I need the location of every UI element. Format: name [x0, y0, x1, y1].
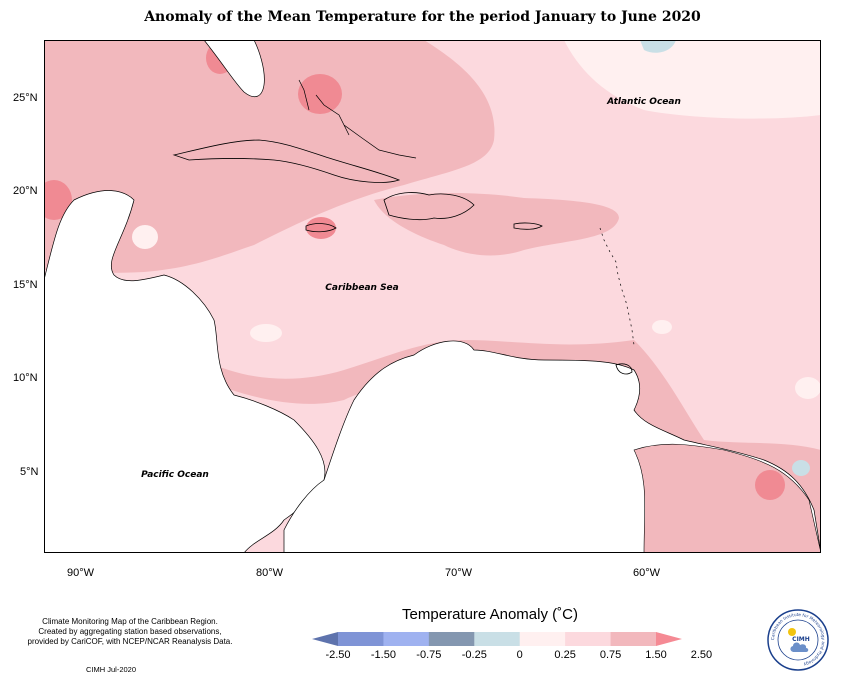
credit-line-3: provided by CariCOF, with NCEP/NCAR Rean…: [27, 637, 233, 646]
legend-segment: [474, 632, 521, 646]
land-florida: [203, 40, 265, 98]
credit-line-1: Climate Monitoring Map of the Caribbean …: [42, 617, 218, 626]
legend-tick-label: 2.50: [690, 649, 713, 661]
credit-date: CIMH Jul-2020: [86, 665, 137, 674]
label-caribbean-sea: Caribbean Sea: [325, 283, 398, 293]
lon-label-90: 90°W: [67, 567, 95, 579]
legend-right-arrow: [656, 632, 682, 646]
legend-segment: [610, 632, 657, 646]
anomaly-zone-light-3: [795, 377, 821, 399]
legend-segment: [428, 632, 475, 646]
legend-title: Temperature Anomaly (˚C): [402, 606, 578, 623]
legend-segment: [519, 632, 566, 646]
legend-tick-label: 0.25: [554, 649, 576, 661]
legend-color-bar: [312, 632, 682, 646]
logo-sun-icon: [788, 628, 796, 636]
legend-tick-label: -0.75: [416, 649, 442, 661]
lat-label-5: 5°N: [20, 466, 39, 478]
land-trinidad: [615, 363, 633, 375]
legend-segment: [338, 632, 384, 646]
label-pacific-ocean: Pacific Ocean: [141, 470, 209, 480]
anomaly-zone-negative-guianas: [792, 460, 810, 476]
anomaly-hotspot-jamaica: [306, 217, 336, 239]
lat-label-10: 10°N: [13, 372, 38, 384]
legend-tick-label: -0.25: [461, 649, 487, 661]
legend-tick-label: 1.50: [645, 649, 667, 661]
legend-left-arrow: [312, 632, 338, 646]
anomaly-zone-negative-atlantic: [640, 40, 676, 53]
land-puerto-rico: [513, 222, 543, 230]
lat-label-20: 20°N: [13, 185, 38, 197]
legend-tick-label: -2.50: [325, 649, 351, 661]
credit-line-2: Created by aggregating station based obs…: [38, 627, 222, 636]
legend-tick-label: -1.50: [370, 649, 396, 661]
lon-label-60: 60°W: [633, 567, 661, 579]
land-hispaniola: [383, 192, 475, 221]
legend-tick-label: 0.75: [599, 649, 622, 661]
lat-label-25: 25°N: [13, 92, 38, 104]
anomaly-zone-light-4: [652, 320, 672, 334]
land-lesser-antilles: [599, 227, 635, 346]
anomaly-zone-light-1: [250, 324, 282, 342]
lon-label-70: 70°W: [445, 567, 473, 579]
logo-text: CIMH: [792, 636, 810, 643]
logo-cloud-icon: [790, 642, 809, 652]
anomaly-zone-light-2: [132, 225, 158, 249]
anomaly-hotspot-yucatan: [44, 180, 72, 220]
anomaly-zone-mid-north: [44, 40, 495, 273]
map-border: [44, 40, 821, 553]
land-jamaica: [305, 223, 337, 233]
land-bahamas: [298, 79, 417, 159]
temperature-anomaly-map: Atlantic Ocean Caribbean Sea Pacific Oce…: [44, 40, 821, 553]
land-cuba: [172, 139, 401, 183]
lat-label-15: 15°N: [13, 279, 38, 291]
land-guianas-hotspot: [755, 470, 785, 500]
anomaly-zone-light-atlantic: [564, 40, 821, 119]
legend-segment: [565, 632, 612, 646]
map-title: Anomaly of the Mean Temperature for the …: [144, 9, 701, 25]
legend-segment: [383, 632, 430, 646]
map-credits: Climate Monitoring Map of the Caribbean …: [10, 617, 250, 647]
label-atlantic-ocean: Atlantic Ocean: [606, 97, 681, 107]
anomaly-hotspot-bahamas: [298, 74, 342, 114]
legend-tick-label: 0: [516, 649, 523, 661]
cimh-logo: Caribbean Institute for Meteorology and …: [767, 609, 829, 671]
lon-label-80: 80°W: [256, 567, 284, 579]
anomaly-zone-mid-hispaniola: [374, 193, 619, 256]
